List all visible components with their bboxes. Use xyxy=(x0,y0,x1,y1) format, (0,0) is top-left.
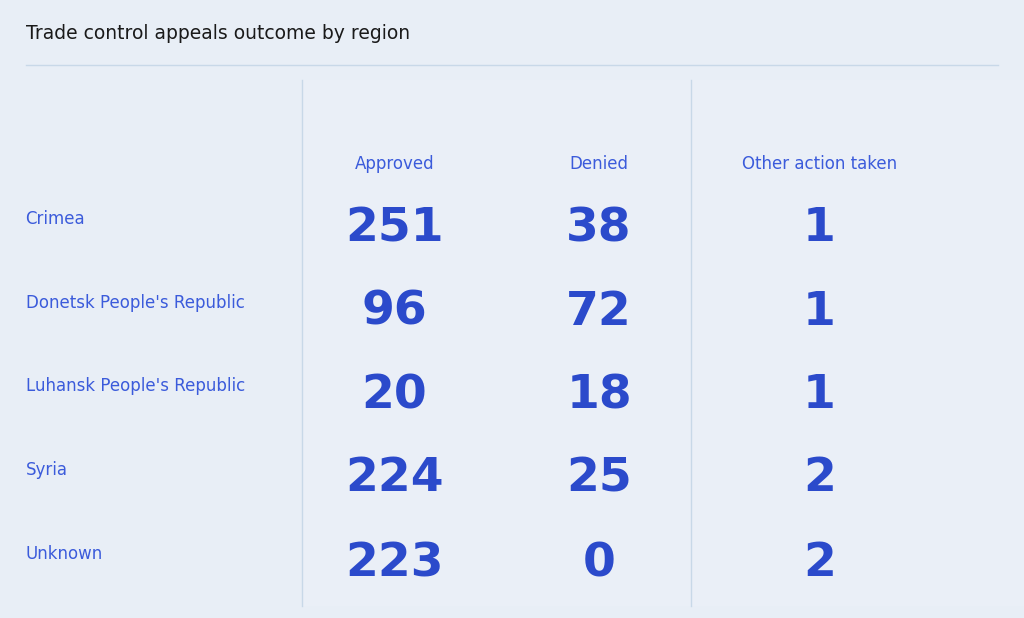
Text: Unknown: Unknown xyxy=(26,545,102,564)
Text: 72: 72 xyxy=(566,290,632,334)
Text: 251: 251 xyxy=(345,206,443,251)
Text: Other action taken: Other action taken xyxy=(741,154,897,173)
Text: Trade control appeals outcome by region: Trade control appeals outcome by region xyxy=(26,25,410,43)
Text: 1: 1 xyxy=(803,373,836,418)
Text: 96: 96 xyxy=(361,290,427,334)
Text: 223: 223 xyxy=(345,541,443,586)
Text: Crimea: Crimea xyxy=(26,210,85,229)
Text: 2: 2 xyxy=(803,541,836,586)
Text: Denied: Denied xyxy=(569,154,629,173)
Text: 38: 38 xyxy=(566,206,632,251)
Text: Donetsk People's Republic: Donetsk People's Republic xyxy=(26,294,245,312)
Text: 0: 0 xyxy=(583,541,615,586)
Text: 2: 2 xyxy=(803,457,836,501)
Text: 1: 1 xyxy=(803,206,836,251)
Text: 18: 18 xyxy=(566,373,632,418)
Text: 1: 1 xyxy=(803,290,836,334)
Text: Luhansk People's Republic: Luhansk People's Republic xyxy=(26,377,245,396)
Text: Syria: Syria xyxy=(26,460,68,479)
Text: 20: 20 xyxy=(361,373,427,418)
Text: 25: 25 xyxy=(566,457,632,501)
FancyBboxPatch shape xyxy=(691,80,1024,606)
FancyBboxPatch shape xyxy=(302,80,691,606)
Text: Approved: Approved xyxy=(354,154,434,173)
Text: 224: 224 xyxy=(345,457,443,501)
